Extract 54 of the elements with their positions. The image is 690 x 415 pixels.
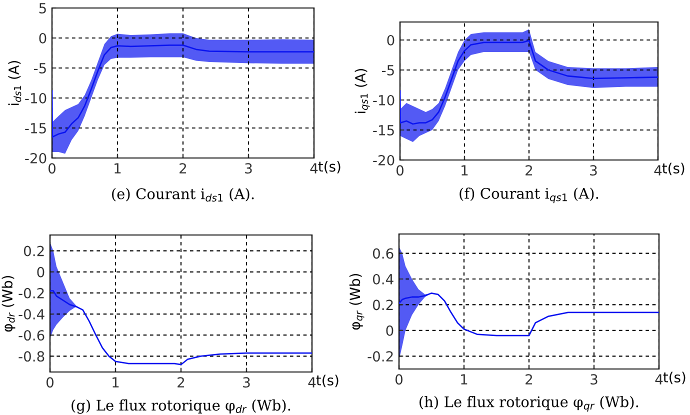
y-tick-label: -20 — [373, 154, 394, 166]
x-tick-label: 2 — [526, 374, 532, 384]
x-tick-label: 2 — [526, 165, 532, 176]
x-tick-label: 4 — [308, 377, 316, 388]
x-tick-label: 3 — [243, 377, 250, 388]
x-tick-label: 0 — [48, 163, 56, 174]
y-axis-title: i$_{ds1}$ (A) — [8, 60, 22, 106]
text: (g) Le flux rotorique φ$_{dr}$ (Wb). — [72, 399, 290, 414]
text: (h) Le flux rotorique φ$_{qr}$ (Wb). — [420, 396, 638, 412]
x-tick-label: 4 — [655, 374, 663, 384]
y-tick-label: 0.2 — [372, 300, 393, 310]
y-tick-label: 0 — [37, 266, 44, 278]
x-tick-label: 1 — [112, 377, 119, 388]
y-tick-label: -10 — [373, 94, 394, 106]
y-tick-label: -5 — [34, 63, 46, 74]
y-tick-label: -0.2 — [368, 351, 393, 362]
y-tick-label: 5 — [39, 3, 46, 14]
y-tick-label: 0 — [386, 325, 394, 336]
x-tick-label: 2 — [178, 377, 184, 388]
x-tick-label: 3 — [590, 374, 598, 385]
x-tick-label: 3 — [245, 163, 252, 174]
text: (e) Courant i$_{ds1}$ (A). — [112, 188, 254, 202]
x-tick-label: 0 — [395, 374, 402, 385]
y-axis-title: φ$_{qr}$ (Wb) — [349, 274, 364, 330]
y-tick-label: -0.2 — [18, 288, 44, 298]
y-tick-label: -15 — [25, 123, 46, 134]
y-tick-label: -20 — [25, 152, 46, 164]
y-tick-label: 0.4 — [372, 274, 394, 284]
y-tick-label: -5 — [382, 65, 394, 76]
y-tick-label: 0 — [387, 34, 394, 46]
x-tick-label: 1 — [461, 374, 468, 384]
x-tick-label: 4 — [310, 163, 318, 174]
x-tick-label: 3 — [590, 165, 597, 176]
y-axis-title: φ$_{dr}$ (Wb) — [2, 276, 16, 332]
y-tick-label: -0.6 — [18, 330, 44, 341]
y-tick-label: -15 — [373, 125, 394, 136]
y-tick-label: 0.6 — [372, 248, 394, 259]
y-tick-label: -0.4 — [18, 309, 44, 320]
x-tick-label: 0 — [396, 165, 404, 176]
x-tick-label: 1 — [114, 163, 121, 174]
x-tick-label: 1 — [462, 165, 468, 176]
x-tick-label: 0 — [46, 377, 54, 388]
x-axis-title: t(s) — [663, 372, 686, 384]
y-tick-label: -0.8 — [18, 351, 44, 362]
x-axis-title: t(s) — [662, 162, 684, 176]
x-axis-title: t(s) — [318, 161, 340, 174]
x-axis-title: t(s) — [316, 374, 338, 388]
text: (f) Courant i$_{qs1}$ (A). — [460, 188, 598, 204]
y-axis-title: i$_{qs1}$ (A) — [354, 68, 370, 114]
x-tick-label: 4 — [654, 165, 662, 176]
y-tick-label: 0 — [39, 32, 46, 44]
x-tick-label: 2 — [180, 163, 186, 174]
y-tick-label: 0.2 — [24, 246, 44, 256]
y-tick-label: -10 — [25, 92, 46, 104]
